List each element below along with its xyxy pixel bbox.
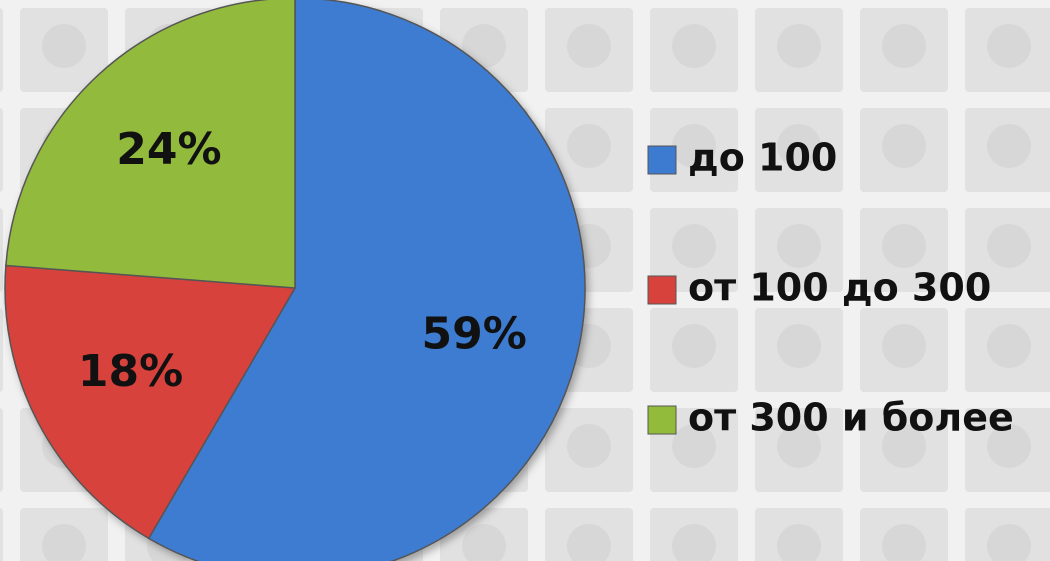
slice-label: 59% bbox=[421, 309, 526, 360]
legend-swatch bbox=[647, 275, 677, 305]
legend-label: до 100 bbox=[688, 136, 837, 180]
pie bbox=[4, 0, 586, 561]
legend-swatch bbox=[647, 145, 677, 175]
pie-slice bbox=[4, 264, 297, 540]
slice-label: 24% bbox=[116, 124, 221, 175]
legend-swatch bbox=[647, 405, 677, 435]
slice-label: 18% bbox=[78, 346, 183, 397]
labels: 59% 18% 24% до 100 от 100 до 300 от 300 и бол… bbox=[78, 124, 1014, 440]
legend-label: от 100 до 300 bbox=[688, 266, 991, 310]
pie-slice bbox=[5, 0, 296, 289]
legend-label: от 300 и более bbox=[688, 396, 1014, 440]
pie-slice bbox=[147, 0, 586, 561]
